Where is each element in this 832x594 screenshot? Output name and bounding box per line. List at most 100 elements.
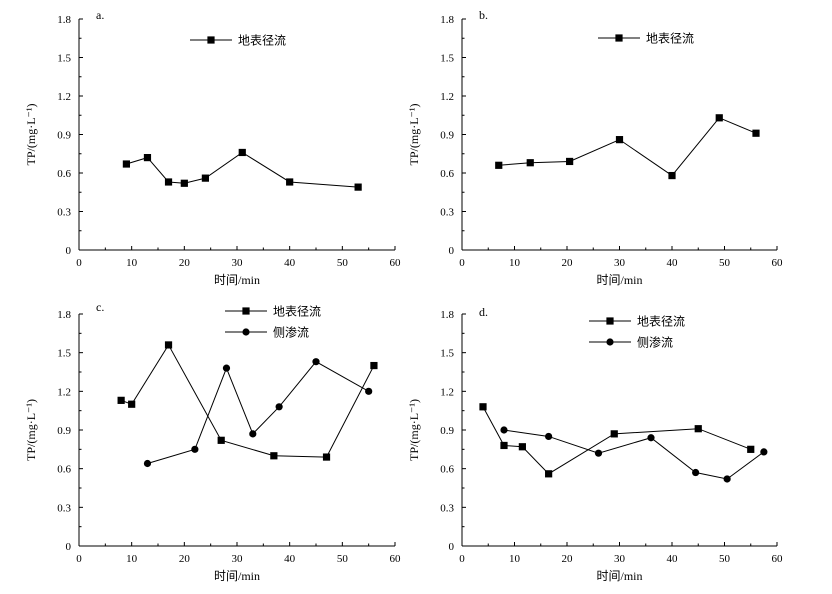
y-tick-label: 0 [66, 541, 72, 553]
data-point [270, 452, 278, 460]
data-point [249, 430, 257, 438]
x-tick-label: 10 [509, 553, 521, 565]
x-tick-label: 60 [390, 257, 402, 269]
legend-entry: 地表径流 [589, 315, 685, 329]
data-point [217, 436, 225, 444]
panel-a: 0 10 20 30 40 50 60 0 0.3 0.6 0.9 1.2 1.5 1.8 时间/min TP… [24, 8, 401, 287]
x-tick-label: 50 [337, 553, 349, 565]
y-tick-label: 1.2 [440, 386, 454, 398]
data-point [322, 453, 331, 461]
y-tick-label: 1.5 [57, 53, 71, 65]
legend-entry: 侧渗流 [589, 335, 673, 350]
x-tick-label: 0 [76, 553, 82, 565]
panel-d: 0 10 20 30 40 50 60 0 0.3 0.6 0.9 1.2 1.5 1.8 时间/min TP… [407, 305, 783, 583]
y-tick-label: 1.8 [57, 14, 71, 26]
data-point [495, 161, 503, 169]
x-tick-label: 10 [126, 553, 138, 565]
x-tick-label: 30 [232, 553, 244, 565]
data-point [760, 448, 768, 456]
data-point [143, 154, 152, 162]
data-point [594, 449, 603, 457]
x-tick-label: 40 [667, 553, 679, 565]
legend-entry: 侧渗流 [225, 325, 309, 340]
data-point [545, 470, 553, 478]
y-tick-label: 0.6 [440, 168, 454, 180]
y-tick-label: 1.5 [57, 348, 71, 360]
x-tick-label: 30 [614, 257, 626, 269]
y-axis-label: TP/(mg·L⁻¹) [24, 399, 38, 461]
legend-label: 地表径流 [273, 305, 321, 319]
data-point [647, 434, 655, 442]
y-tick-label: 0 [66, 245, 72, 257]
data-point [238, 148, 246, 157]
data-point [117, 396, 125, 404]
legend-label: 侧渗流 [637, 335, 673, 350]
data-point [128, 400, 136, 408]
legend-marker [615, 34, 623, 42]
y-axis-label: TP/(mg·L⁻¹) [407, 104, 421, 166]
x-tick-label: 40 [284, 257, 296, 269]
y-axis-label: TP/(mg·L⁻¹) [407, 399, 421, 461]
legend-label: 侧渗流 [273, 325, 309, 340]
y-tick-label: 0.9 [440, 425, 454, 437]
legend-entry: 地表径流 [190, 34, 286, 48]
y-tick-label: 0.9 [57, 130, 71, 142]
panel-label: d. [479, 305, 488, 319]
y-tick-label: 0.3 [440, 502, 454, 514]
data-point [164, 341, 173, 349]
data-point [312, 358, 320, 366]
x-axis-label: 时间/min [214, 273, 260, 287]
data-point [668, 171, 676, 180]
data-point [610, 430, 618, 438]
legend-marker [606, 317, 614, 325]
x-tick-label: 10 [126, 257, 138, 269]
panel-label: c. [96, 300, 104, 314]
x-tick-label: 50 [719, 257, 731, 269]
y-tick-label: 1.8 [440, 309, 454, 321]
x-tick-label: 20 [562, 257, 574, 269]
data-point [222, 364, 231, 372]
y-tick-label: 0.3 [440, 207, 454, 219]
y-tick-label: 1.5 [440, 53, 454, 65]
data-point [365, 387, 373, 395]
data-point [723, 475, 731, 483]
series-line [503, 429, 765, 480]
y-tick-label: 1.2 [57, 91, 71, 103]
legend-entry: 地表径流 [225, 305, 321, 319]
series-lateral-seepage [143, 358, 373, 468]
y-tick-label: 0.6 [57, 168, 71, 180]
x-axis-label: 时间/min [214, 569, 260, 583]
x-tick-label: 50 [719, 553, 731, 565]
legend-entry: 地表径流 [598, 32, 694, 46]
x-tick-label: 20 [179, 553, 191, 565]
y-tick-label: 1.2 [440, 91, 454, 103]
y-tick-label: 1.2 [57, 386, 71, 398]
data-point [566, 157, 574, 166]
legend-marker [242, 328, 250, 336]
data-point [545, 432, 553, 441]
y-tick-label: 0 [449, 245, 455, 257]
data-point [122, 160, 130, 168]
y-tick-label: 0.9 [57, 425, 71, 437]
x-tick-label: 60 [390, 553, 402, 565]
y-tick-label: 1.5 [440, 348, 454, 360]
x-axis-label: 时间/min [596, 273, 642, 287]
x-tick-label: 0 [76, 257, 82, 269]
x-axis-label: 时间/min [596, 569, 642, 583]
x-tick-label: 60 [772, 553, 784, 565]
series-surface-runoff [495, 114, 760, 180]
series-line [126, 151, 359, 188]
legend-label: 地表径流 [637, 315, 685, 329]
data-point [518, 443, 526, 451]
x-tick-label: 40 [667, 257, 679, 269]
data-point [180, 179, 188, 187]
x-tick-label: 40 [284, 553, 296, 565]
series-surface-runoff [117, 341, 378, 461]
legend-label: 地表径流 [646, 32, 694, 46]
series-line [498, 117, 757, 177]
series-line [147, 361, 369, 464]
x-tick-label: 50 [337, 257, 349, 269]
data-point [275, 403, 283, 411]
y-tick-label: 1.8 [57, 309, 71, 321]
